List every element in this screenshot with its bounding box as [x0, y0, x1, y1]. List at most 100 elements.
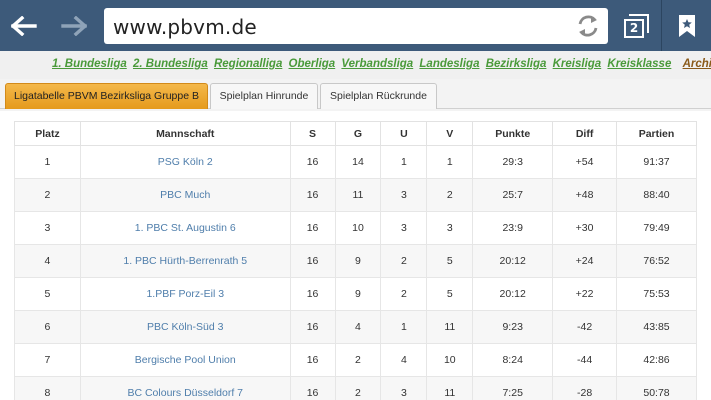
cell-unentschieden: 1: [380, 145, 428, 179]
league-link[interactable]: Oberliga: [288, 58, 336, 70]
cell-diff: +30: [552, 211, 618, 245]
cell-partien: 42:86: [616, 343, 697, 377]
team-link[interactable]: Bergische Pool Union: [79, 343, 291, 377]
table-row: 4 1. PBC Hürth-Berrenrath 5 16 9 2 5 20:…: [14, 244, 697, 278]
cell-spiele: 16: [289, 211, 336, 245]
cell-gewonnen: 4: [334, 310, 382, 344]
cell-unentschieden: 3: [380, 178, 428, 212]
tab-content: Platz Mannschaft S G U V Punkte Diff Par…: [0, 111, 711, 400]
cell-spiele: 16: [289, 310, 336, 344]
forward-button[interactable]: [52, 0, 96, 51]
cell-verloren: 11: [426, 376, 474, 400]
cell-punkte: 20:12: [472, 244, 554, 278]
cell-gewonnen: 14: [334, 145, 382, 179]
column-header[interactable]: G: [334, 121, 382, 146]
cell-verloren: 11: [426, 310, 474, 344]
cell-diff: -28: [552, 376, 618, 400]
bookmark-icon: [678, 14, 695, 37]
team-link[interactable]: PSG Köln 2: [79, 145, 291, 179]
cell-verloren: 1: [426, 145, 474, 179]
cell-unentschieden: 4: [380, 343, 428, 377]
column-header[interactable]: V: [426, 121, 474, 146]
team-link[interactable]: PBC Much: [79, 178, 291, 212]
table-row: 5 1.PBF Porz-Eil 3 16 9 2 5 20:12 +22 75…: [14, 277, 697, 311]
cell-diff: +24: [552, 244, 618, 278]
cell-partien: 88:40: [616, 178, 697, 212]
league-link[interactable]: Landesliga: [419, 58, 480, 70]
column-header[interactable]: Partien: [616, 121, 697, 146]
tab-count: 2: [624, 19, 644, 38]
cell-partien: 76:52: [616, 244, 697, 278]
team-link[interactable]: BC Colours Düsseldorf 7: [79, 376, 291, 400]
cell-platz: 3: [14, 211, 81, 245]
league-link[interactable]: Kreisklasse: [607, 58, 672, 70]
column-header[interactable]: S: [289, 121, 336, 146]
table-row: 6 PBC Köln-Süd 3 16 4 1 11 9:23 -42 43:8…: [14, 310, 697, 344]
cell-gewonnen: 11: [334, 178, 382, 212]
cell-spiele: 16: [289, 277, 336, 311]
cell-punkte: 9:23: [472, 310, 554, 344]
tab-ligatabelle[interactable]: Ligatabelle PBVM Bezirksliga Gruppe B: [5, 83, 208, 109]
tab-bar: Ligatabelle PBVM Bezirksliga Gruppe B Sp…: [0, 81, 711, 109]
cell-spiele: 16: [289, 244, 336, 278]
tabs-button[interactable]: 2: [618, 10, 654, 42]
cell-diff: -44: [552, 343, 618, 377]
cell-verloren: 3: [426, 211, 474, 245]
web-page: 1. Bundesliga 2. Bundesliga Regionalliga…: [0, 51, 711, 400]
cell-gewonnen: 9: [334, 277, 382, 311]
cell-unentschieden: 2: [380, 244, 428, 278]
cell-verloren: 5: [426, 277, 474, 311]
tab-spielplan-hinrunde[interactable]: Spielplan Hinrunde: [210, 83, 318, 109]
address-bar[interactable]: www.pbvm.de: [104, 8, 608, 44]
cell-punkte: 23:9: [472, 211, 554, 245]
bookmark-button[interactable]: [662, 0, 711, 51]
team-link[interactable]: 1.PBF Porz-Eil 3: [79, 277, 291, 311]
cell-gewonnen: 2: [334, 343, 382, 377]
cell-unentschieden: 1: [380, 310, 428, 344]
cell-gewonnen: 2: [334, 376, 382, 400]
team-link[interactable]: 1. PBC St. Augustin 6: [79, 211, 291, 245]
table-row: 1 PSG Köln 2 16 14 1 1 29:3 +54 91:37: [14, 145, 697, 179]
cell-punkte: 29:3: [472, 145, 554, 179]
league-link[interactable]: 1. Bundesliga: [52, 58, 127, 70]
table-row: 7 Bergische Pool Union 16 2 4 10 8:24 -4…: [14, 343, 697, 377]
cell-unentschieden: 2: [380, 277, 428, 311]
cell-platz: 6: [14, 310, 81, 344]
cell-partien: 50:78: [616, 376, 697, 400]
cell-punkte: 8:24: [472, 343, 554, 377]
archiv-link[interactable]: Archiv: [682, 58, 711, 70]
cell-spiele: 16: [289, 376, 336, 400]
column-header[interactable]: Diff: [552, 121, 618, 146]
tabs-icon: [629, 14, 649, 33]
column-header[interactable]: Platz: [14, 121, 81, 146]
cell-platz: 1: [14, 145, 81, 179]
cell-partien: 43:85: [616, 310, 697, 344]
back-arrow-icon: [11, 15, 37, 36]
league-link[interactable]: Regionalliga: [213, 58, 283, 70]
cell-verloren: 5: [426, 244, 474, 278]
column-header[interactable]: Punkte: [472, 121, 554, 146]
league-link[interactable]: Verbandsliga: [341, 58, 414, 70]
column-header[interactable]: U: [380, 121, 428, 146]
league-link[interactable]: 2. Bundesliga: [132, 58, 208, 70]
cell-platz: 5: [14, 277, 81, 311]
table-header-row: Platz Mannschaft S G U V Punkte Diff Par…: [14, 121, 697, 146]
league-link[interactable]: Bezirksliga: [485, 58, 547, 70]
cell-punkte: 20:12: [472, 277, 554, 311]
cell-verloren: 10: [426, 343, 474, 377]
league-link[interactable]: Kreisliga: [552, 58, 602, 70]
cell-partien: 75:53: [616, 277, 697, 311]
column-header[interactable]: Mannschaft: [79, 121, 291, 146]
back-button[interactable]: [2, 0, 46, 51]
team-link[interactable]: PBC Köln-Süd 3: [79, 310, 291, 344]
tab-spielplan-rueckrunde[interactable]: Spielplan Rückrunde: [320, 83, 437, 109]
table-row: 3 1. PBC St. Augustin 6 16 10 3 3 23:9 +…: [14, 211, 697, 245]
cell-spiele: 16: [289, 343, 336, 377]
cell-unentschieden: 3: [380, 211, 428, 245]
forward-arrow-icon: [61, 15, 87, 36]
cell-diff: +48: [552, 178, 618, 212]
table-row: 2 PBC Much 16 11 3 2 25:7 +48 88:40: [14, 178, 697, 212]
cell-punkte: 25:7: [472, 178, 554, 212]
team-link[interactable]: 1. PBC Hürth-Berrenrath 5: [79, 244, 291, 278]
reload-icon[interactable]: [574, 12, 602, 40]
